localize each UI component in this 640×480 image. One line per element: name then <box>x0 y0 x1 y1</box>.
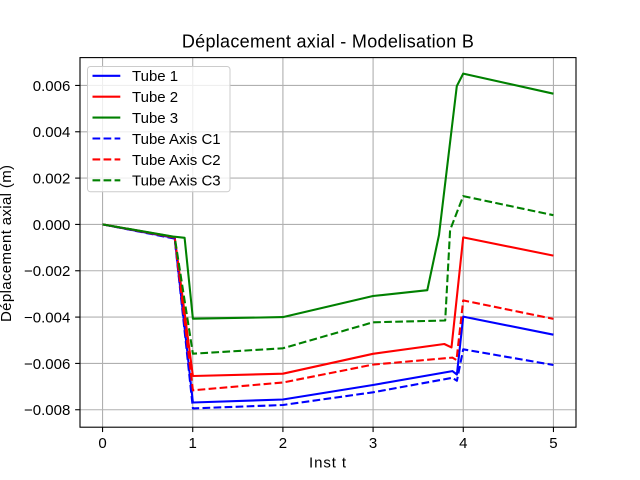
svg-text:Tube Axis C3: Tube Axis C3 <box>132 173 221 190</box>
svg-text:0.000: 0.000 <box>33 217 71 234</box>
svg-text:Tube Axis C2: Tube Axis C2 <box>132 152 221 169</box>
svg-text:0.004: 0.004 <box>33 124 71 141</box>
svg-text:1: 1 <box>189 435 197 452</box>
svg-text:2: 2 <box>279 435 287 452</box>
svg-text:Déplacement axial (m): Déplacement axial (m) <box>0 165 15 322</box>
svg-text:Tube 2: Tube 2 <box>132 89 178 106</box>
svg-text:5: 5 <box>549 435 557 452</box>
svg-text:Inst t: Inst t <box>309 455 347 472</box>
svg-text:−0.004: −0.004 <box>24 310 70 327</box>
svg-text:Tube Axis C1: Tube Axis C1 <box>132 131 221 148</box>
svg-text:0.002: 0.002 <box>33 171 71 188</box>
svg-text:Déplacement axial - Modelisati: Déplacement axial - Modelisation B <box>182 31 474 51</box>
svg-text:0: 0 <box>98 435 106 452</box>
svg-text:4: 4 <box>459 435 467 452</box>
svg-text:−0.002: −0.002 <box>24 263 70 280</box>
svg-text:Tube 1: Tube 1 <box>132 68 178 85</box>
svg-text:−0.006: −0.006 <box>24 356 70 373</box>
svg-text:3: 3 <box>369 435 377 452</box>
svg-text:0.006: 0.006 <box>33 78 71 95</box>
svg-text:Tube 3: Tube 3 <box>132 110 178 127</box>
svg-text:−0.008: −0.008 <box>24 402 70 419</box>
